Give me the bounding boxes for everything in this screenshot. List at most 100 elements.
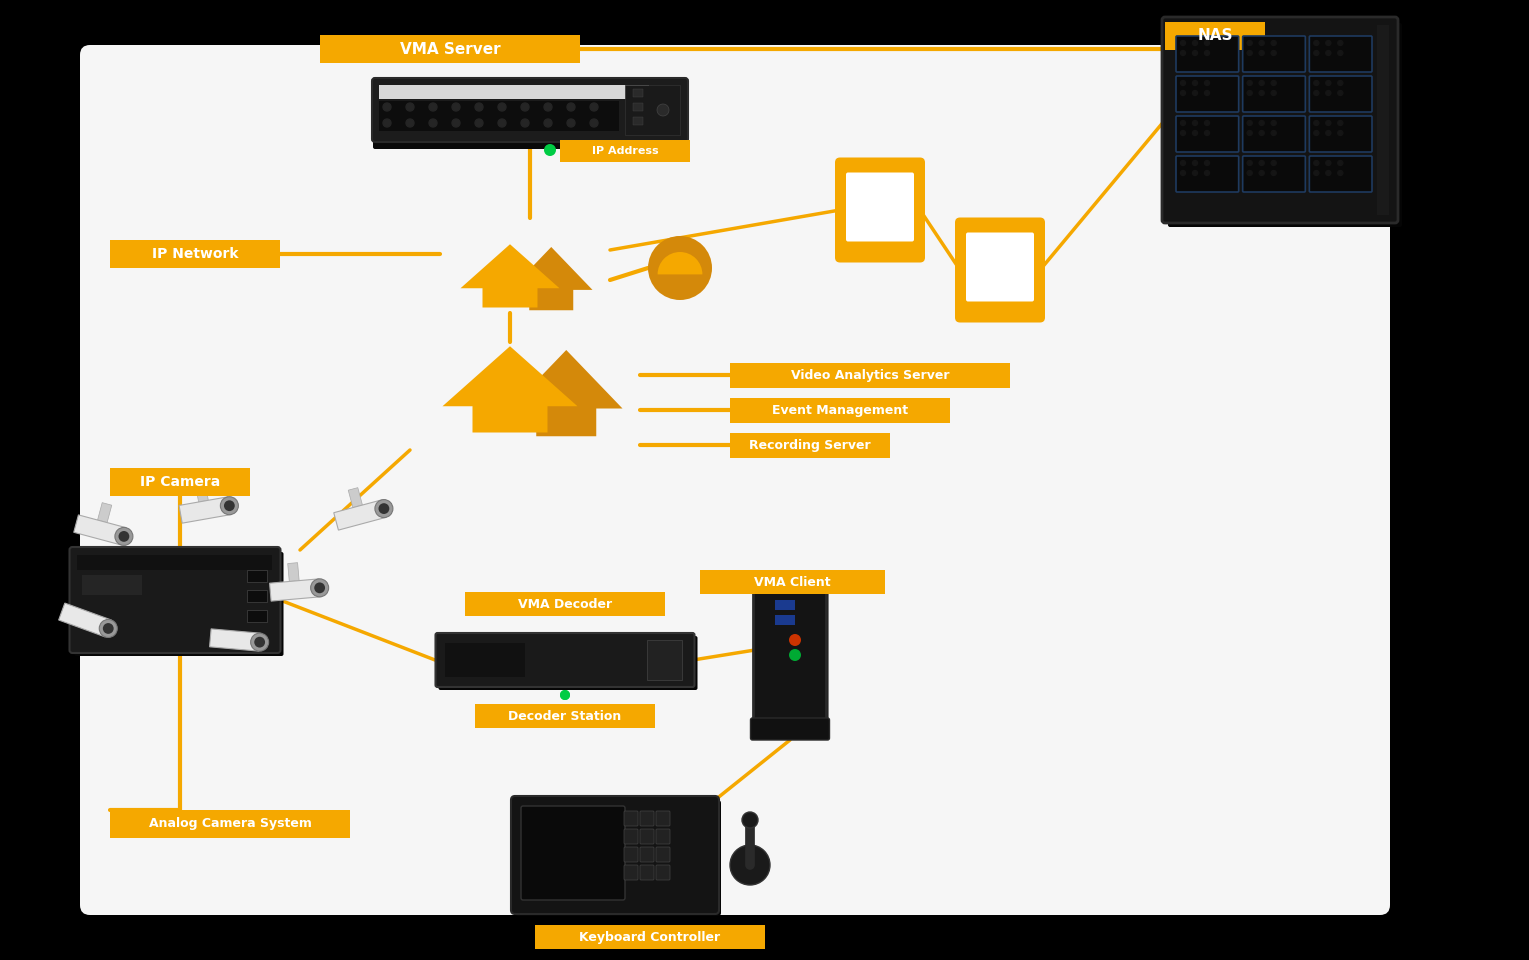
Circle shape <box>1248 160 1252 165</box>
Circle shape <box>590 119 598 127</box>
Circle shape <box>220 496 239 515</box>
FancyBboxPatch shape <box>248 590 268 602</box>
FancyBboxPatch shape <box>641 865 654 880</box>
FancyBboxPatch shape <box>641 829 654 844</box>
FancyBboxPatch shape <box>75 552 283 656</box>
Circle shape <box>119 531 130 541</box>
FancyBboxPatch shape <box>729 398 950 423</box>
Polygon shape <box>442 347 578 433</box>
Circle shape <box>1338 51 1342 56</box>
Polygon shape <box>98 503 112 522</box>
Text: Event Management: Event Management <box>772 404 908 417</box>
FancyBboxPatch shape <box>110 810 350 838</box>
Circle shape <box>1313 121 1320 126</box>
Circle shape <box>430 103 437 111</box>
FancyBboxPatch shape <box>110 468 251 496</box>
FancyBboxPatch shape <box>80 45 1390 915</box>
Circle shape <box>407 119 414 127</box>
FancyBboxPatch shape <box>751 718 830 740</box>
Circle shape <box>102 623 113 634</box>
Circle shape <box>1326 90 1330 95</box>
Circle shape <box>1205 90 1209 95</box>
FancyBboxPatch shape <box>465 592 665 616</box>
Circle shape <box>1180 40 1185 45</box>
Circle shape <box>453 103 460 111</box>
FancyBboxPatch shape <box>1162 17 1398 223</box>
Circle shape <box>1248 51 1252 56</box>
Circle shape <box>1260 81 1264 85</box>
Polygon shape <box>460 244 560 307</box>
FancyBboxPatch shape <box>83 575 142 595</box>
Circle shape <box>251 634 269 651</box>
Circle shape <box>1193 81 1197 85</box>
Polygon shape <box>73 515 127 545</box>
FancyBboxPatch shape <box>1309 156 1372 192</box>
Circle shape <box>1260 51 1264 56</box>
Circle shape <box>476 119 483 127</box>
FancyBboxPatch shape <box>757 580 829 726</box>
FancyBboxPatch shape <box>775 615 795 625</box>
Circle shape <box>1180 51 1185 56</box>
Circle shape <box>544 119 552 127</box>
Polygon shape <box>333 500 387 530</box>
FancyBboxPatch shape <box>476 704 654 728</box>
Circle shape <box>521 119 529 127</box>
Circle shape <box>657 104 670 116</box>
FancyBboxPatch shape <box>846 173 914 242</box>
Text: Decoder Station: Decoder Station <box>508 709 622 723</box>
Circle shape <box>1326 121 1330 126</box>
Circle shape <box>1326 171 1330 176</box>
FancyBboxPatch shape <box>379 85 648 99</box>
FancyBboxPatch shape <box>535 925 764 949</box>
Circle shape <box>1248 40 1252 45</box>
FancyBboxPatch shape <box>754 576 827 724</box>
FancyBboxPatch shape <box>69 547 280 653</box>
Circle shape <box>379 503 390 514</box>
Circle shape <box>1193 90 1197 95</box>
Polygon shape <box>209 629 260 651</box>
Circle shape <box>1205 51 1209 56</box>
Circle shape <box>1248 171 1252 176</box>
Polygon shape <box>349 488 362 508</box>
FancyBboxPatch shape <box>656 811 670 826</box>
Circle shape <box>567 103 575 111</box>
Polygon shape <box>58 603 112 636</box>
Circle shape <box>1180 81 1185 85</box>
FancyBboxPatch shape <box>511 796 719 914</box>
Circle shape <box>1193 121 1197 126</box>
Text: Recording Server: Recording Server <box>749 439 872 452</box>
FancyBboxPatch shape <box>372 78 688 142</box>
FancyBboxPatch shape <box>248 570 268 582</box>
Circle shape <box>1260 40 1264 45</box>
Circle shape <box>1180 160 1185 165</box>
Polygon shape <box>179 497 231 523</box>
FancyBboxPatch shape <box>633 103 644 111</box>
Circle shape <box>1338 171 1342 176</box>
FancyBboxPatch shape <box>1176 156 1238 192</box>
Circle shape <box>1205 40 1209 45</box>
FancyBboxPatch shape <box>1243 116 1306 152</box>
Circle shape <box>567 119 575 127</box>
FancyBboxPatch shape <box>624 865 638 880</box>
Circle shape <box>1248 81 1252 85</box>
Circle shape <box>407 103 414 111</box>
FancyBboxPatch shape <box>373 79 687 149</box>
FancyBboxPatch shape <box>641 847 654 862</box>
Circle shape <box>1313 131 1320 135</box>
Circle shape <box>1205 81 1209 85</box>
Circle shape <box>1313 160 1320 165</box>
Circle shape <box>99 619 118 637</box>
Circle shape <box>1271 121 1277 126</box>
Circle shape <box>1271 40 1277 45</box>
Circle shape <box>521 103 529 111</box>
Circle shape <box>498 103 506 111</box>
Circle shape <box>310 579 329 597</box>
Circle shape <box>590 103 598 111</box>
Circle shape <box>1338 40 1342 45</box>
FancyBboxPatch shape <box>1309 116 1372 152</box>
Polygon shape <box>511 350 622 436</box>
Polygon shape <box>231 612 242 632</box>
Circle shape <box>430 119 437 127</box>
Circle shape <box>789 634 801 646</box>
Circle shape <box>1271 90 1277 95</box>
